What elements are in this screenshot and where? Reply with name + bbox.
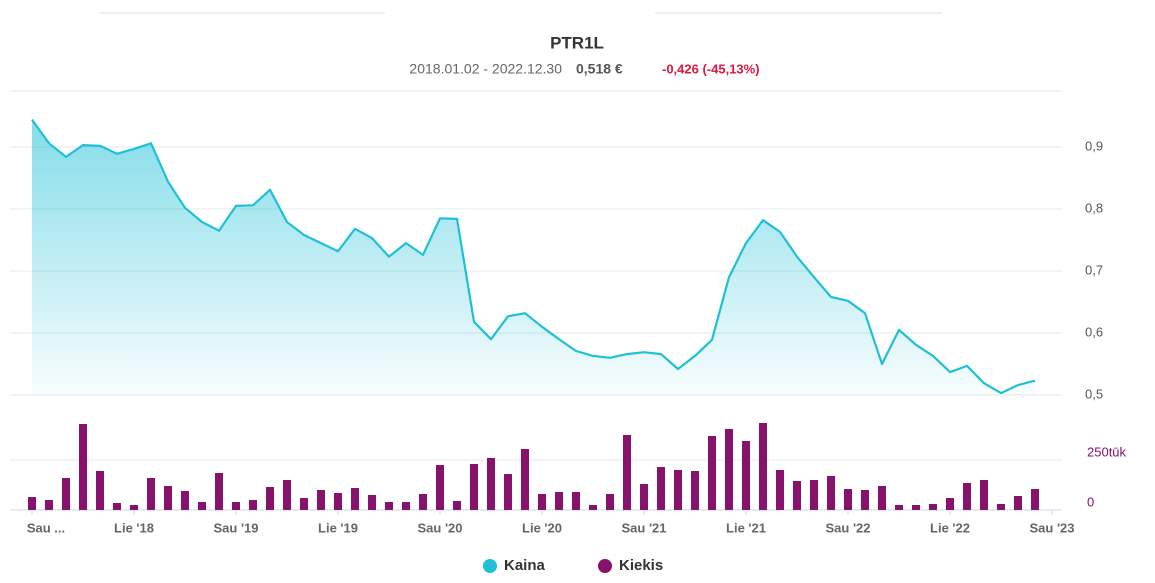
volume-bar <box>181 491 189 510</box>
y-tick-label: 0,8 <box>1085 200 1103 215</box>
volume-bar <box>385 502 393 510</box>
volume-bar <box>691 471 699 510</box>
volume-bar <box>657 467 665 510</box>
volume-bar <box>1014 496 1022 510</box>
volume-bar <box>538 494 546 510</box>
price-area <box>32 119 1035 395</box>
volume-bar <box>997 504 1005 510</box>
x-tick-label: Lie '21 <box>726 520 766 535</box>
volume-bar <box>96 471 104 510</box>
volume-bar <box>759 423 767 510</box>
volume-bar <box>113 503 121 510</box>
volume-bar <box>504 474 512 510</box>
volume-bar <box>844 489 852 510</box>
legend-label: Kaina <box>504 557 546 574</box>
volume-bar <box>674 470 682 510</box>
x-tick-label: Sau '22 <box>825 520 870 535</box>
volume-bar <box>810 480 818 510</box>
volume-bar <box>487 458 495 510</box>
price-change: -0,426 (-45,13%) <box>662 61 760 76</box>
legend-marker <box>598 559 612 573</box>
price-line <box>31 119 1036 395</box>
x-tick-label: Sau '19 <box>213 520 258 535</box>
volume-bar <box>827 476 835 510</box>
legend-label: Kiekis <box>619 557 663 574</box>
y-tick-label: 0,6 <box>1085 324 1103 339</box>
y-tick-label: 0,7 <box>1085 262 1103 277</box>
x-tick-label: Lie '22 <box>930 520 970 535</box>
x-tick-label: Sau ... <box>27 520 65 535</box>
y-tick-label: 0,5 <box>1085 386 1103 401</box>
volume-bar <box>147 478 155 510</box>
x-tick-label: Lie '18 <box>114 520 154 535</box>
y2-tick-label: 250tūk <box>1087 444 1127 459</box>
volume-bar <box>589 505 597 510</box>
volume-bar <box>929 504 937 510</box>
volume-bar <box>980 480 988 510</box>
volume-bar <box>1031 489 1039 510</box>
volume-bar <box>436 465 444 510</box>
volume-bar <box>725 429 733 510</box>
volume-bar <box>232 502 240 510</box>
x-tick-label: Lie '20 <box>522 520 562 535</box>
period: 2018.01.02 - 2022.12.30 <box>409 61 562 77</box>
volume-bar <box>946 498 954 510</box>
y-tick-label: 0,9 <box>1085 138 1103 153</box>
volume-bar <box>62 478 70 510</box>
volume-bar <box>28 497 36 510</box>
volume-bar <box>164 486 172 510</box>
volume-bar <box>368 495 376 510</box>
volume-bar <box>912 505 920 510</box>
volume-bar <box>79 424 87 510</box>
volume-bar <box>249 500 257 510</box>
volume-bar <box>555 492 563 510</box>
volume-bar <box>572 492 580 510</box>
volume-bar <box>606 494 614 510</box>
last-price: 0,518 € <box>576 61 623 77</box>
volume-bar <box>793 481 801 510</box>
volume-bar <box>419 494 427 510</box>
volume-bar <box>317 490 325 510</box>
volume-bar <box>453 501 461 510</box>
volume-bar <box>334 493 342 510</box>
volume-bar <box>623 435 631 510</box>
volume-bar <box>878 486 886 510</box>
volume-bar <box>402 502 410 510</box>
x-tick-label: Lie '19 <box>318 520 358 535</box>
volume-bar <box>861 490 869 510</box>
volume-bar <box>640 484 648 510</box>
volume-bar <box>776 470 784 510</box>
volume-bar <box>283 480 291 510</box>
volume-bar <box>963 483 971 510</box>
volume-bar <box>215 473 223 510</box>
x-tick-label: Sau '23 <box>1029 520 1074 535</box>
volume-bar <box>742 441 750 510</box>
volume-bar <box>198 502 206 510</box>
y2-tick-label: 0 <box>1087 494 1094 509</box>
volume-bar <box>351 488 359 510</box>
chart-title: PTR1L <box>550 33 604 52</box>
volume-bar <box>300 498 308 510</box>
volume-bar <box>470 464 478 510</box>
volume-bar <box>45 500 53 510</box>
x-tick-label: Sau '20 <box>417 520 462 535</box>
volume-bar <box>521 449 529 510</box>
legend-marker <box>483 559 497 573</box>
volume-bar <box>895 505 903 510</box>
volume-bar <box>708 436 716 510</box>
volume-bar <box>130 505 138 510</box>
x-tick-label: Sau '21 <box>621 520 666 535</box>
volume-bar <box>266 487 274 510</box>
